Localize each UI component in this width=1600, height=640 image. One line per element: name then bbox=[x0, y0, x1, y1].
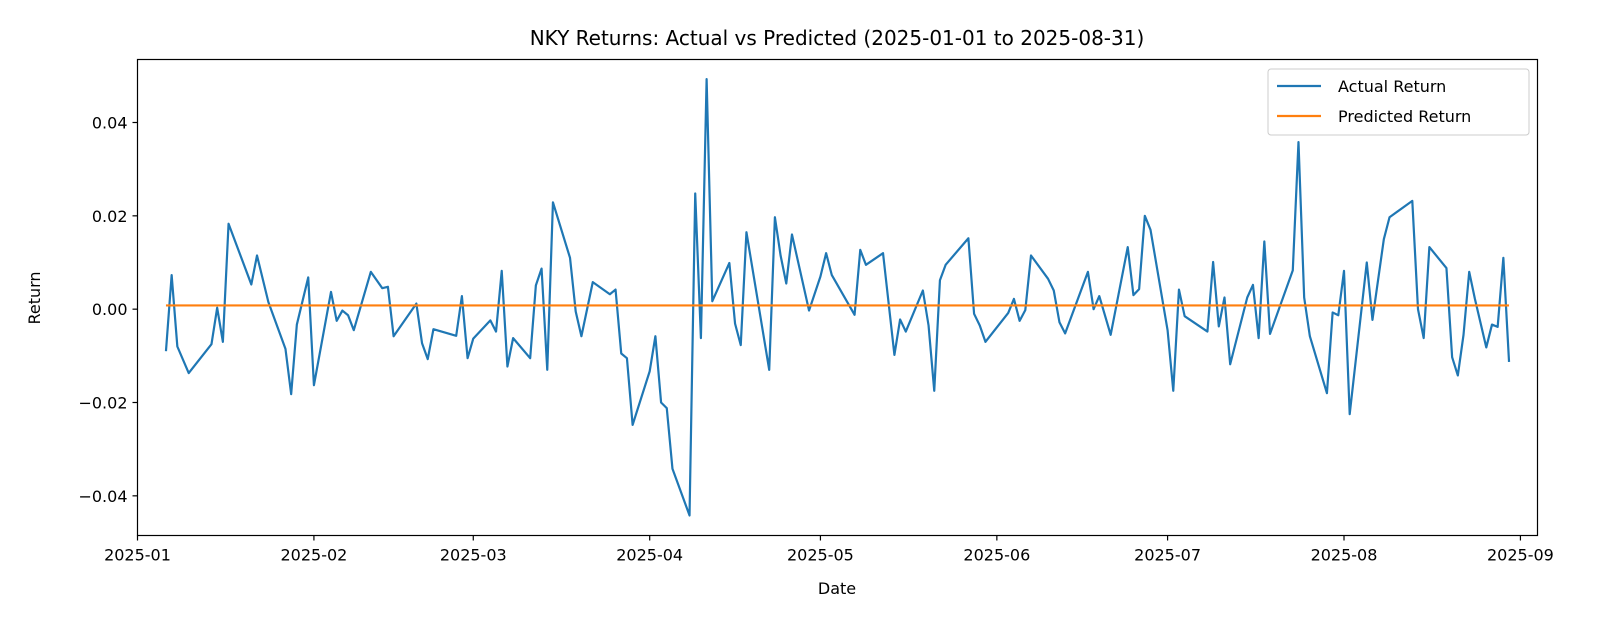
plot-frame bbox=[136, 58, 1539, 537]
legend-label-predicted-return: Predicted Return bbox=[1338, 107, 1471, 126]
x-tick-label: 2025-05 bbox=[787, 546, 854, 565]
legend-label-actual-return: Actual Return bbox=[1338, 77, 1446, 96]
x-tick-label: 2025-06 bbox=[963, 546, 1030, 565]
x-tick-label: 2025-07 bbox=[1134, 546, 1201, 565]
x-tick-label: 2025-09 bbox=[1487, 546, 1554, 565]
y-axis: 0.04 0.02 0.00 −0.02 −0.04 bbox=[78, 114, 138, 506]
x-axis: 2025-01 2025-02 2025-03 2025-04 2025-05 2025-… bbox=[104, 535, 1554, 565]
y-axis-title: Return bbox=[25, 271, 44, 324]
y-tick-label: 0.00 bbox=[92, 300, 128, 319]
y-tick-label: −0.04 bbox=[78, 487, 127, 506]
x-tick-label: 2025-03 bbox=[440, 546, 507, 565]
chart-title: NKY Returns: Actual vs Predicted (2025-0… bbox=[530, 26, 1145, 50]
y-tick-label: 0.04 bbox=[92, 114, 128, 133]
y-tick-label: 0.02 bbox=[92, 207, 128, 226]
legend-box bbox=[1267, 68, 1530, 136]
x-tick-label: 2025-08 bbox=[1311, 546, 1378, 565]
series-layer bbox=[164, 78, 1511, 517]
x-axis-title: Date bbox=[818, 579, 856, 598]
x-tick-label: 2025-01 bbox=[104, 546, 171, 565]
y-tick-label: −0.02 bbox=[78, 394, 127, 413]
x-tick-label: 2025-04 bbox=[616, 546, 683, 565]
legend: Actual Return Predicted Return bbox=[1267, 68, 1530, 136]
series-line-actual-return bbox=[164, 78, 1511, 517]
x-tick-label: 2025-02 bbox=[280, 546, 347, 565]
